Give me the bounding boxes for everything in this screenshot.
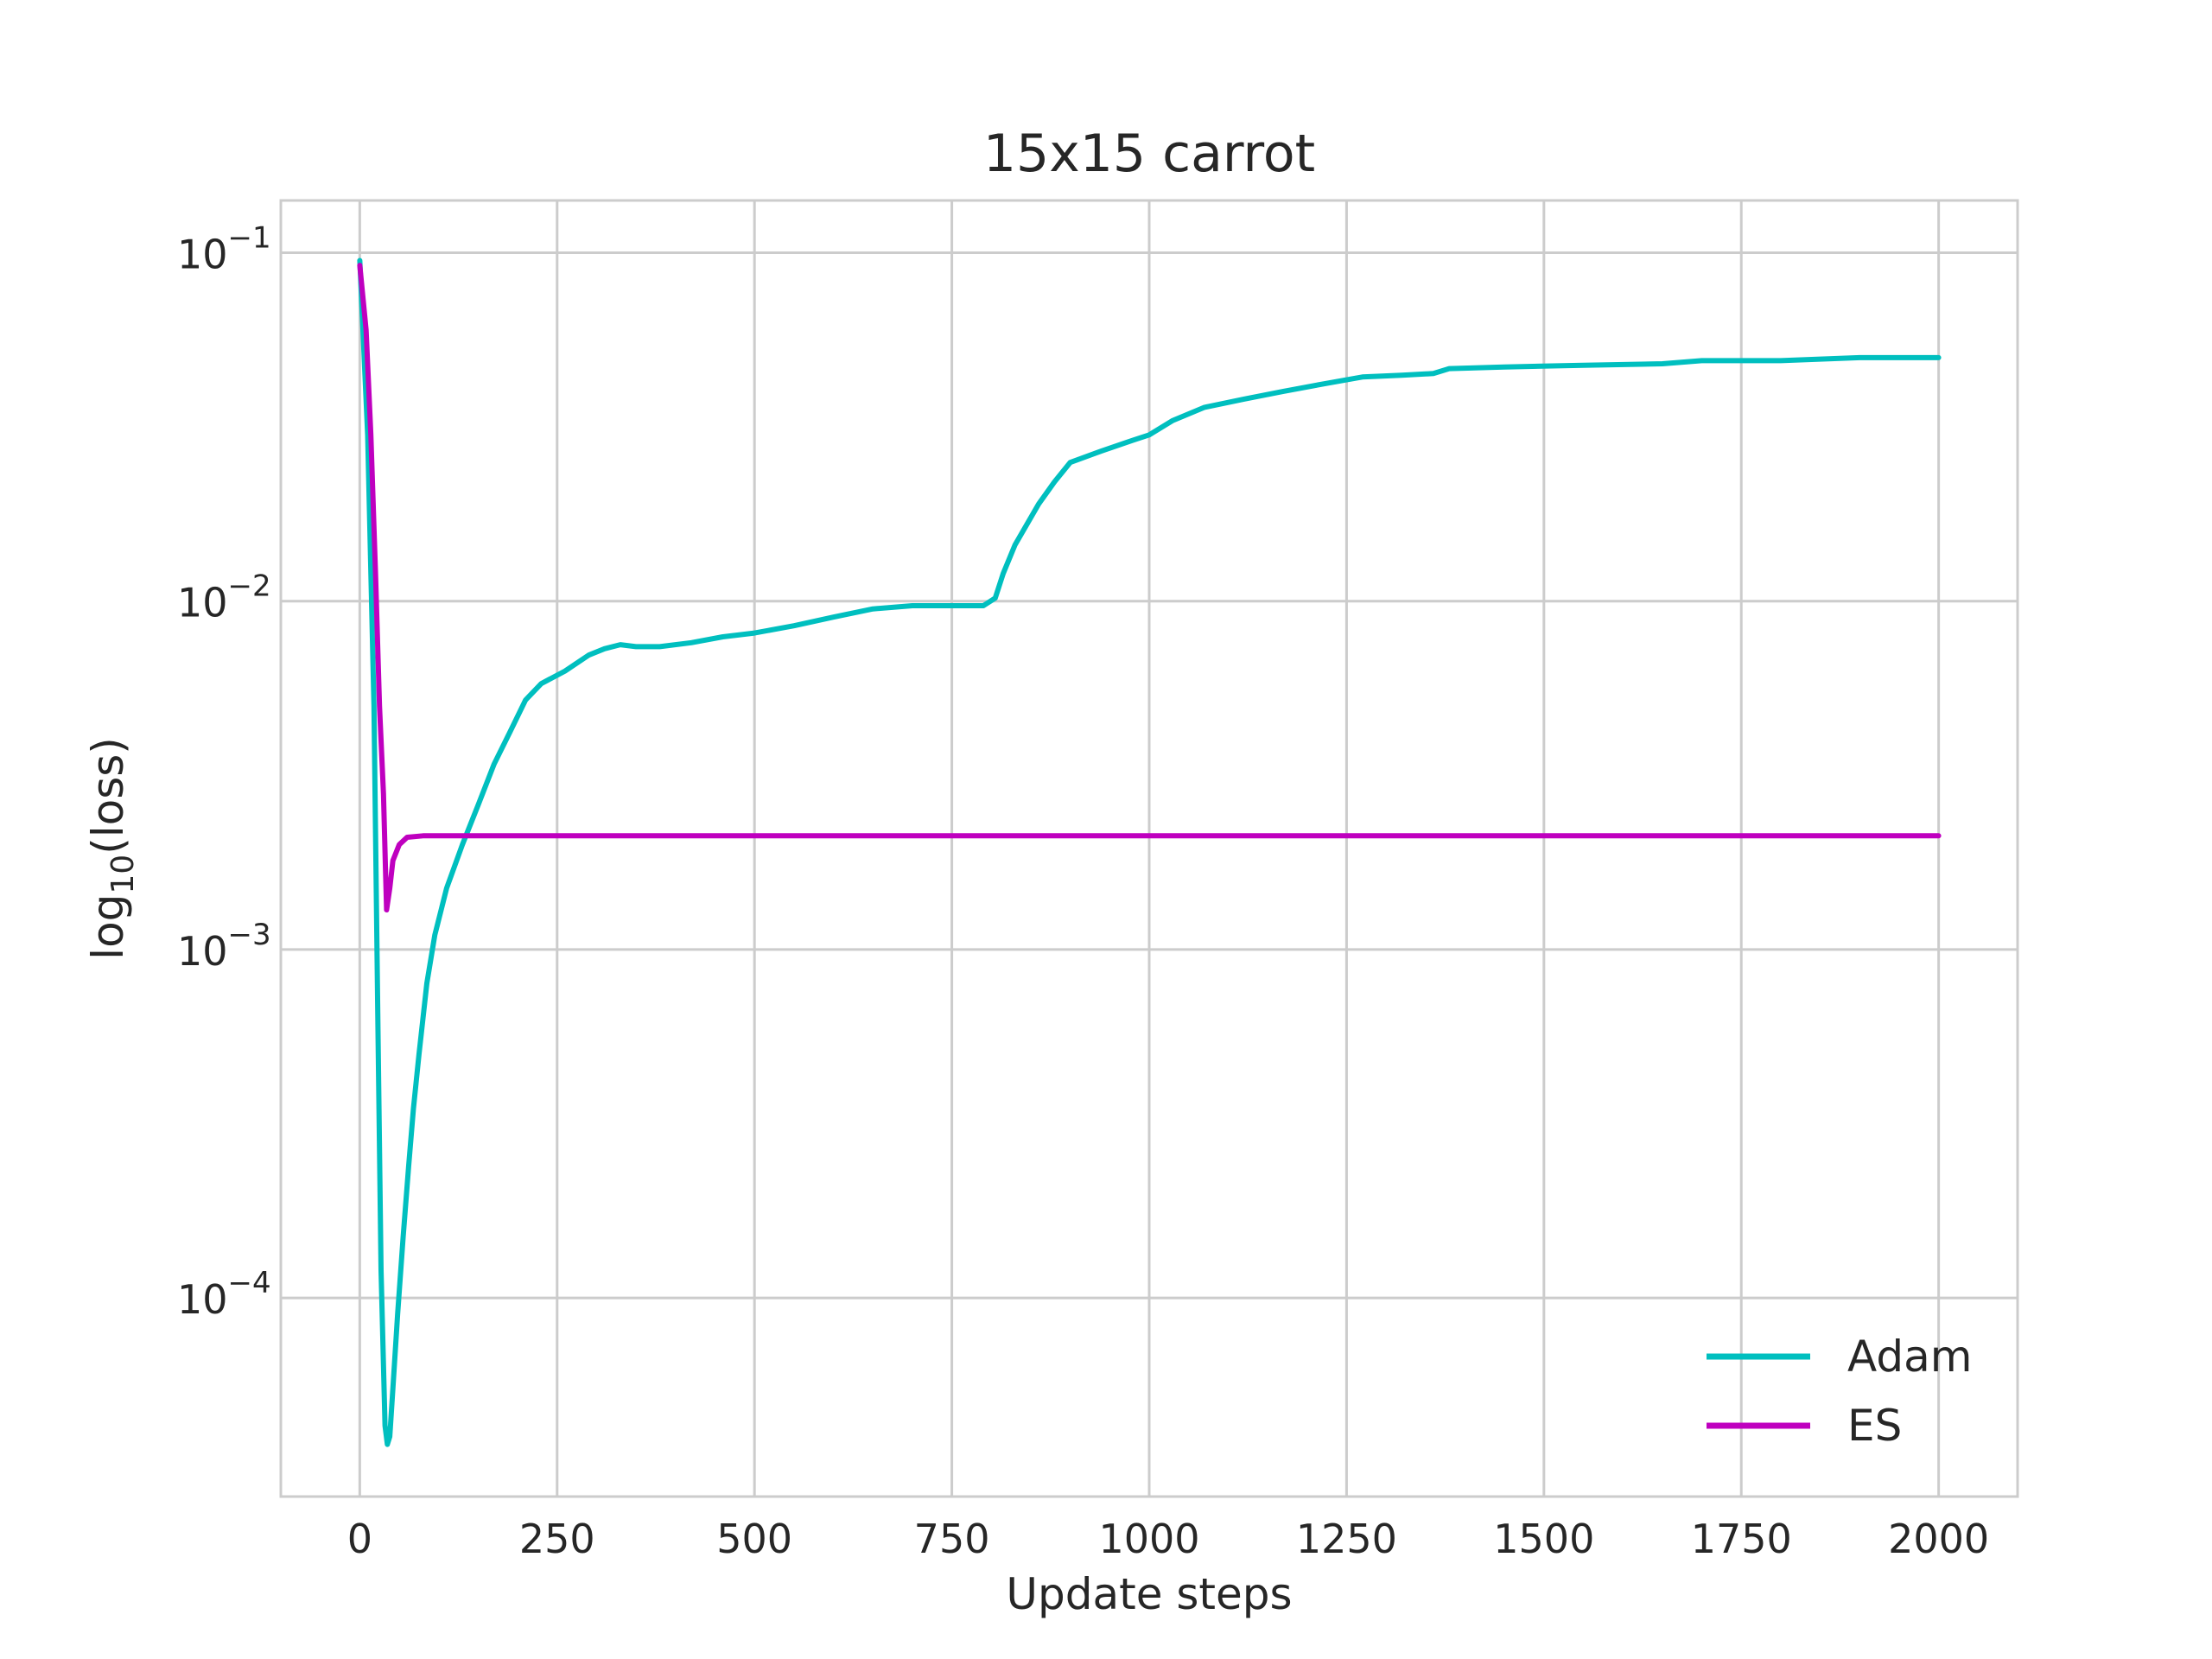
x-tick-label: 0 [347, 1516, 372, 1562]
legend-es-label: ES [1847, 1401, 1902, 1451]
x-tick-label: 1250 [1296, 1516, 1397, 1562]
x-tick-labels: 0 250 500 750 1000 1250 1500 1750 2000 [347, 1516, 1989, 1562]
y-tick-label: 10−2 [177, 569, 271, 626]
y-tick-label: 10−3 [177, 918, 271, 975]
y-tick-label: 10−4 [177, 1266, 271, 1323]
x-tick-label: 250 [519, 1516, 595, 1562]
series-line-es [357, 263, 1942, 912]
y-axis-label-rest: (loss) [83, 737, 133, 855]
x-tick-label: 1000 [1098, 1516, 1199, 1562]
series-layer [357, 257, 1942, 1447]
x-tick-label: 500 [716, 1516, 792, 1562]
x-tick-label: 750 [914, 1516, 990, 1562]
chart-title: 15x15 carrot [983, 124, 1315, 184]
x-tick-label: 2000 [1888, 1516, 1989, 1562]
y-tick-labels: 10−1 10−2 10−3 10−4 [177, 220, 271, 1323]
x-tick-label: 1500 [1493, 1516, 1594, 1562]
y-axis-label: log10(loss) [83, 737, 141, 960]
legend: Adam ES [1707, 1332, 1972, 1451]
y-tick-label: 10−1 [177, 220, 271, 277]
grid [281, 200, 2018, 1497]
series-line-adam [357, 257, 1942, 1447]
y-axis-label-subscript: 10 [105, 855, 141, 894]
legend-adam-label: Adam [1847, 1332, 1972, 1382]
x-axis-label: Update steps [1006, 1569, 1292, 1619]
y-axis-label-log: log [83, 894, 133, 960]
x-tick-label: 1750 [1691, 1516, 1792, 1562]
